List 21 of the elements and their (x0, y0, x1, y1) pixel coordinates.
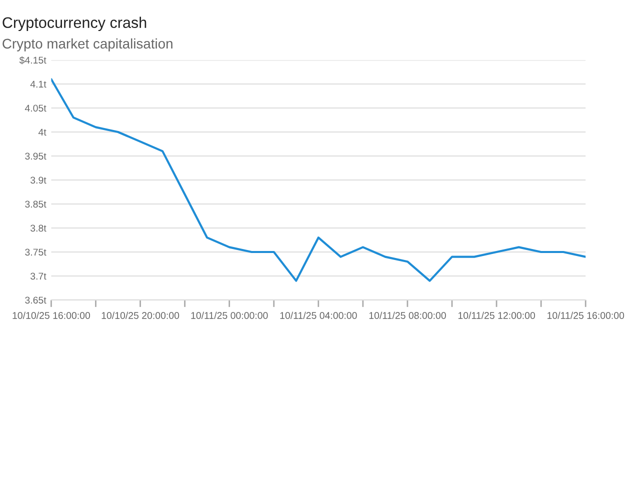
y-tick-label: 3.9t (30, 176, 46, 184)
y-tick-label: 3.75t (25, 248, 46, 256)
y-tick-label: 4t (38, 128, 46, 136)
x-tick-label: 10/11/25 16:00:00 (548, 312, 624, 319)
chart-title: Cryptocurrency crash (2, 16, 146, 32)
x-tick-label: 10/11/25 00:00:00 (191, 312, 268, 319)
y-tick-label: 3.95t (25, 152, 46, 160)
y-tick-label: 3.85t (25, 200, 46, 208)
x-tick-label: 10/10/25 20:00:00 (102, 312, 180, 319)
x-tick-label: 10/10/25 16:00:00 (12, 312, 90, 319)
y-tick-label: 4.05t (24, 104, 46, 112)
x-tick-label: 10/11/25 12:00:00 (458, 312, 535, 319)
y-tick-label: 3.65t (25, 296, 46, 304)
x-tick-label: 10/11/25 04:00:00 (280, 312, 357, 319)
x-tick-label: 10/11/25 08:00:00 (369, 312, 446, 319)
y-tick-label: 3.7t (30, 272, 46, 280)
y-tick-label: 3.8t (30, 224, 46, 232)
chart-subtitle: Crypto market capitalisation (2, 38, 172, 52)
y-tick-label: $4.15t (19, 56, 46, 64)
y-tick-label: 4.1t (30, 80, 46, 88)
line-series (51, 78, 586, 282)
